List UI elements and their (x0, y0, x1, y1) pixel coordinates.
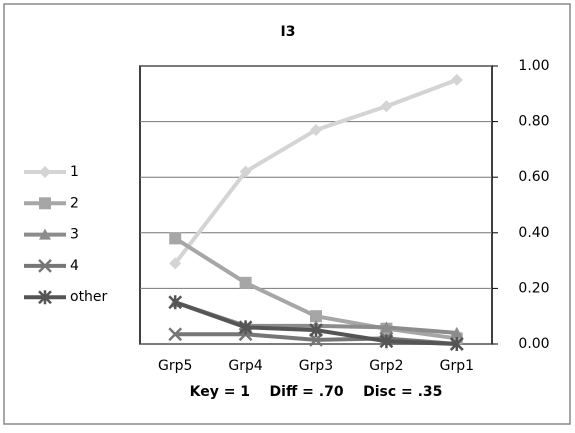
marker (239, 276, 252, 289)
plot-area (139, 65, 493, 345)
y-tick-label: 0.20 (518, 280, 549, 296)
marker (379, 334, 394, 349)
marker (310, 123, 322, 136)
y-tick-label: 0.80 (518, 114, 549, 130)
x-tick-label: Grp1 (440, 358, 474, 374)
marker (449, 337, 464, 351)
marker (309, 323, 323, 338)
y-tick-label: 0.60 (518, 169, 549, 185)
legend-label: other (70, 289, 108, 305)
marker (239, 165, 252, 178)
legend-label: 2 (70, 195, 79, 211)
marker (238, 320, 253, 335)
marker (168, 295, 183, 310)
legend-marker (39, 166, 51, 178)
marker (450, 73, 463, 86)
legend-marker (39, 228, 51, 240)
legend-label: 1 (70, 164, 79, 180)
legend-marker (38, 259, 52, 273)
x-tick-label: Grp5 (158, 358, 192, 374)
marker (169, 232, 182, 245)
chart-title: I3 (281, 24, 296, 40)
y-tick-label: 0.00 (518, 336, 549, 352)
x-tick-label: Grp4 (228, 358, 262, 374)
legend-label: 3 (70, 227, 79, 243)
y-tick-label: 0.40 (518, 225, 549, 241)
marker (310, 310, 322, 323)
legend-marker (39, 197, 51, 210)
legend-label: 4 (70, 258, 79, 274)
marker (450, 326, 463, 338)
marker (380, 321, 393, 333)
x-tick-label: Grp2 (369, 358, 403, 374)
marker (169, 257, 182, 270)
marker (380, 100, 393, 113)
annotation: Key = 1 Diff = .70 Disc = .35 (190, 384, 443, 400)
legend-marker (38, 290, 52, 305)
x-tick-label: Grp3 (299, 358, 333, 374)
y-tick-label: 1.00 (518, 58, 549, 74)
marker (168, 327, 183, 342)
